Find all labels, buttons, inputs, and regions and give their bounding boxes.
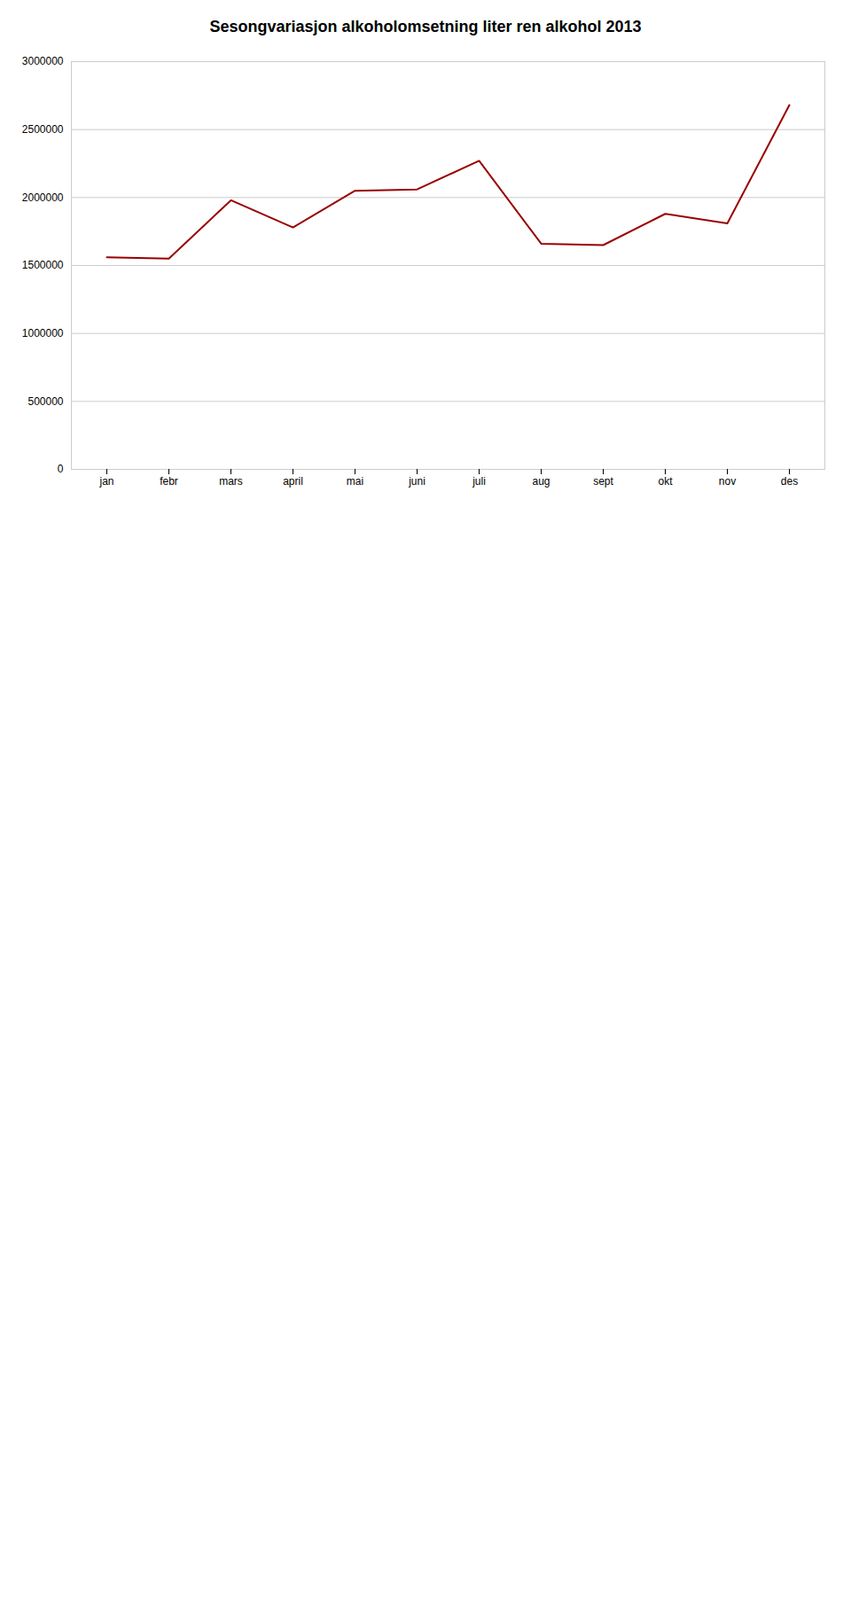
svg-text:febr: febr [159,475,179,488]
svg-text:2500000: 2500000 [22,123,64,136]
svg-text:mai: mai [346,475,364,488]
svg-text:juni: juni [407,475,426,488]
svg-text:aug: aug [531,475,550,488]
svg-text:500000: 500000 [27,395,63,408]
svg-text:nov: nov [718,475,736,488]
svg-text:jan: jan [98,475,114,488]
svg-text:1000000: 1000000 [22,327,64,340]
svg-text:0: 0 [57,462,64,476]
svg-text:mars: mars [218,475,243,488]
svg-text:okt: okt [657,475,673,488]
svg-text:3000000: 3000000 [22,54,64,68]
svg-text:april: april [282,475,304,488]
svg-text:2000000: 2000000 [22,191,64,204]
svg-text:sept: sept [593,475,614,488]
svg-text:des: des [780,475,798,488]
svg-text:juli: juli [471,475,486,488]
html-text:Sesongvariasjon alkoholomsetni: Sesongvariasjon alkoholomsetning liter r… [209,17,642,36]
svg-text:1500000: 1500000 [22,258,64,272]
